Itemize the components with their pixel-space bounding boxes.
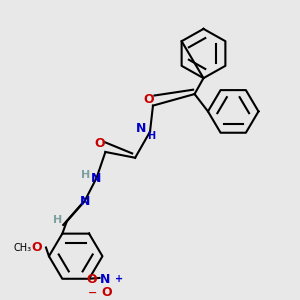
Text: H: H xyxy=(53,215,62,225)
Text: H: H xyxy=(82,170,91,180)
Text: H: H xyxy=(147,131,155,141)
Text: +: + xyxy=(115,274,123,284)
Text: −: − xyxy=(87,287,97,297)
Text: CH₃: CH₃ xyxy=(13,242,31,253)
Text: O: O xyxy=(32,241,42,254)
Text: O: O xyxy=(94,137,105,150)
Text: N: N xyxy=(136,122,146,135)
Text: O: O xyxy=(143,93,154,106)
Text: O: O xyxy=(87,273,98,286)
Text: N: N xyxy=(100,273,111,286)
Text: N: N xyxy=(91,172,102,184)
Text: N: N xyxy=(80,195,90,208)
Text: O: O xyxy=(102,286,112,299)
